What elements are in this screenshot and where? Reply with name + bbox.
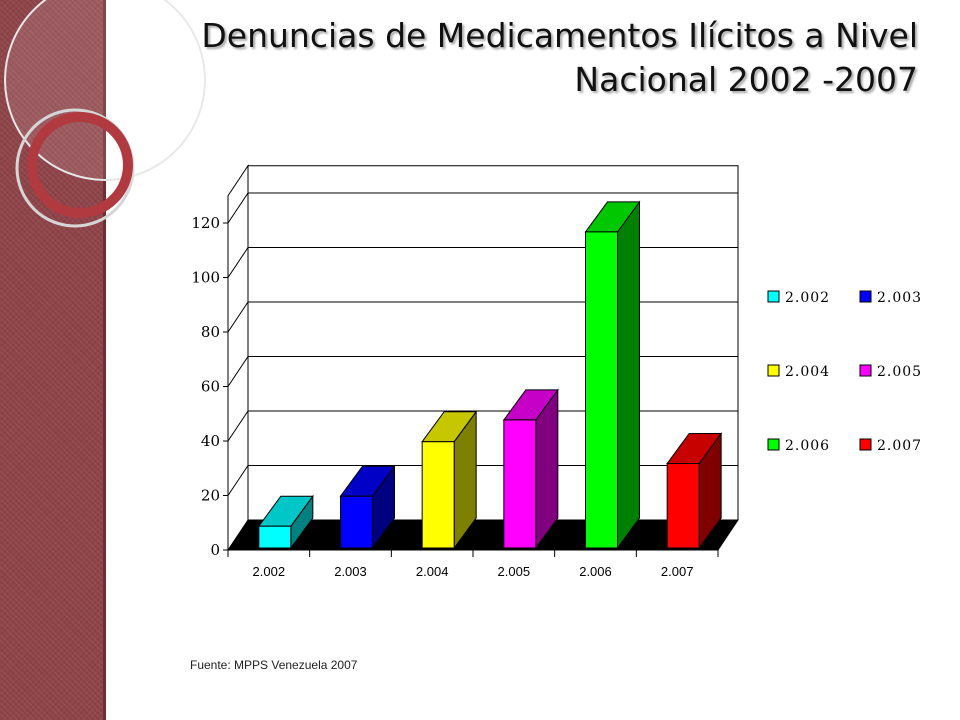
title-line-1: Denuncias de Medicamentos Ilícitos a Niv… [201,16,918,55]
gridline [227,465,738,496]
legend-swatch [767,290,780,303]
y-tick-label: 80 [201,323,220,341]
legend-swatch [859,364,872,377]
bar-2.003 [339,464,396,550]
x-tick-label: 2.003 [334,564,367,579]
bar-2.004 [421,410,478,550]
gridline [227,192,738,224]
y-tick-label: 120 [191,214,220,232]
legend-label: 2.002 [785,290,830,306]
bar-2.002 [257,494,314,550]
source-note: Fuente: MPPS Venezuela 2007 [190,658,358,672]
bar-front [258,525,292,549]
chart-x-ticks: 2.002 2.003 2.004 2.005 2.006 2.007 [227,549,719,579]
decorative-circles [4,0,206,228]
legend-swatch [859,290,872,303]
x-tick-label: 2.007 [661,564,694,579]
gridline [227,301,738,333]
chart-legend: 2.002 2.003 2.004 2.005 2.006 2.007 [767,290,922,454]
x-tick-label: 2.005 [498,564,531,579]
bar-front [666,463,700,549]
chart-back-wall [247,165,739,521]
deco-circle-ring-outer [15,108,135,228]
bar-side [617,200,640,550]
y-tick-label: 20 [201,487,220,505]
chart-side-wall [227,164,249,552]
bar-front [421,441,455,549]
deco-circle-ring [27,112,133,218]
legend-label: 2.003 [877,290,922,306]
x-tick-label: 2.004 [416,564,449,579]
slide-title: Denuncias de Medicamentos Ilícitos a Niv… [158,14,918,102]
bar-2.007 [666,431,723,550]
bar-front [340,495,373,549]
y-tick-label: 0 [210,541,220,559]
y-tick-label: 40 [201,432,220,450]
title-line-2: Nacional 2002 -2007 [574,60,918,99]
gridline [227,356,738,387]
bar-2.006 [584,200,641,550]
y-tick-label: 60 [201,378,220,396]
legend-swatch [767,438,780,451]
y-tick-label: 100 [191,269,220,287]
chart-y-ticks: 0 20 40 60 80 100 120 [191,195,229,559]
gridline [227,410,738,442]
bar-front [585,231,618,549]
legend-label: 2.004 [785,364,830,380]
bar-front [503,419,537,549]
gridline [227,247,738,278]
deco-circle-large [4,0,206,181]
x-tick-label: 2.006 [579,564,612,579]
bar-2.005 [502,388,559,550]
legend-label: 2.007 [877,438,922,454]
legend-label: 2.006 [785,438,830,454]
x-tick-label: 2.002 [253,564,286,579]
legend-label: 2.005 [877,364,922,380]
legend-swatch [859,438,872,451]
chart-bars [257,200,723,550]
chart-walls [227,164,739,552]
legend-swatch [767,364,780,377]
